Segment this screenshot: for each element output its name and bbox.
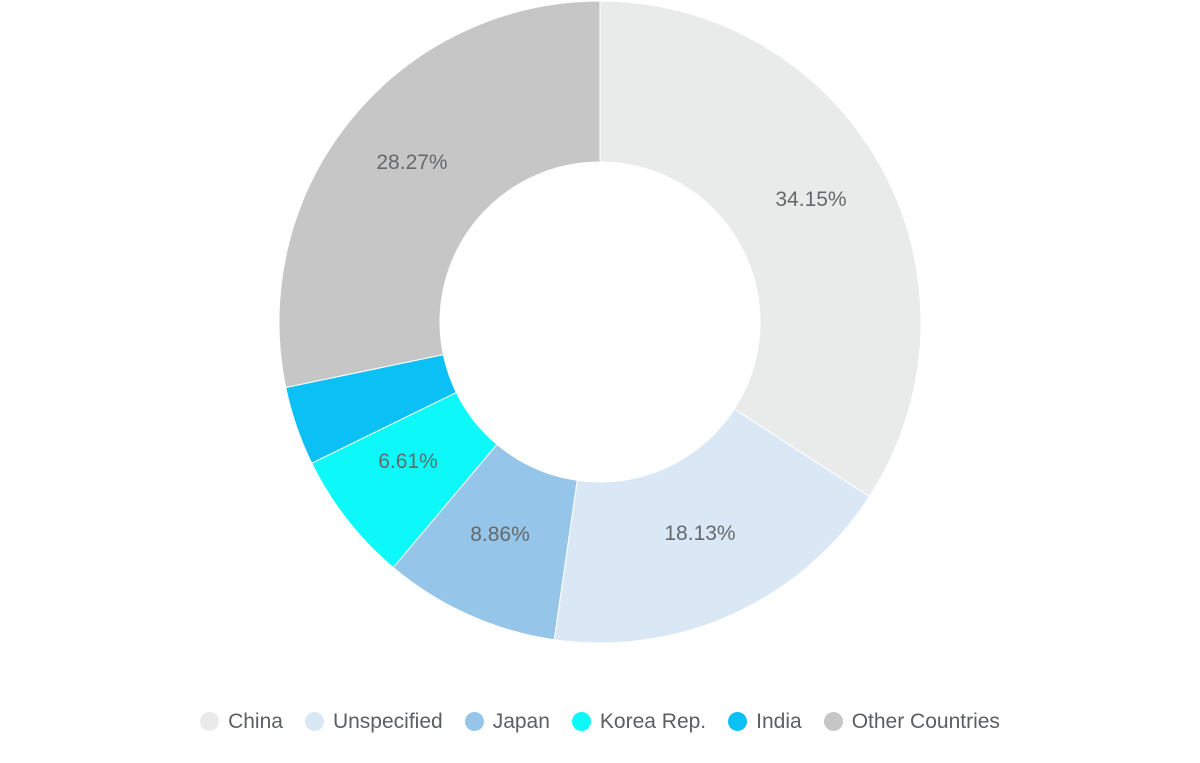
- legend-swatch-india-icon: [728, 711, 748, 731]
- legend-swatch-china-icon: [200, 711, 220, 731]
- legend-swatch-korea-rep-icon: [571, 711, 591, 731]
- slice-label-other-countries: 28.27%: [376, 151, 447, 174]
- legend-item-china[interactable]: China: [200, 711, 283, 732]
- legend-item-unspecified[interactable]: Unspecified: [304, 709, 443, 733]
- legend-label-japan: Japan: [492, 709, 550, 733]
- slice-label-group: 34.15% 18.13% 8.86% 6.61% 28.27%: [376, 151, 846, 546]
- chart-legend: China Unspecified Japan Korea Rep. India Othe…: [0, 698, 1200, 744]
- legend-label-other-countries: Other Countries: [851, 709, 1000, 733]
- slice-group: [278, 0, 922, 644]
- slice-label-unspecified: 18.13%: [664, 522, 735, 545]
- donut-plot-area: 34.15% 18.13% 8.86% 6.61% 28.27%: [278, 0, 922, 644]
- slice-label-china: 34.15%: [775, 188, 846, 211]
- legend-label-unspecified: Unspecified: [332, 709, 443, 733]
- legend-item-india[interactable]: India: [728, 711, 802, 732]
- legend-item-korea-rep[interactable]: Korea Rep.: [571, 709, 707, 733]
- legend-swatch-japan-icon: [464, 711, 484, 731]
- legend-label-india: India: [756, 709, 802, 733]
- legend-swatch-other-countries-icon: [823, 711, 843, 731]
- legend-item-japan[interactable]: Japan: [464, 709, 550, 733]
- donut-svg: 34.15% 18.13% 8.86% 6.61% 28.27%: [278, 0, 922, 644]
- slice-label-korea-rep: 6.61%: [378, 450, 438, 473]
- legend-label-korea-rep: Korea Rep.: [599, 709, 707, 733]
- donut-slice-other-countries[interactable]: [278, 0, 601, 389]
- legend-label-china: China: [228, 709, 283, 733]
- donut-slice-china[interactable]: [599, 0, 922, 498]
- slice-label-japan: 8.86%: [470, 523, 530, 546]
- legend-item-other-countries[interactable]: Other Countries: [823, 709, 1000, 733]
- legend-swatch-unspecified-icon: [304, 711, 324, 731]
- donut-slice-unspecified[interactable]: [553, 408, 871, 644]
